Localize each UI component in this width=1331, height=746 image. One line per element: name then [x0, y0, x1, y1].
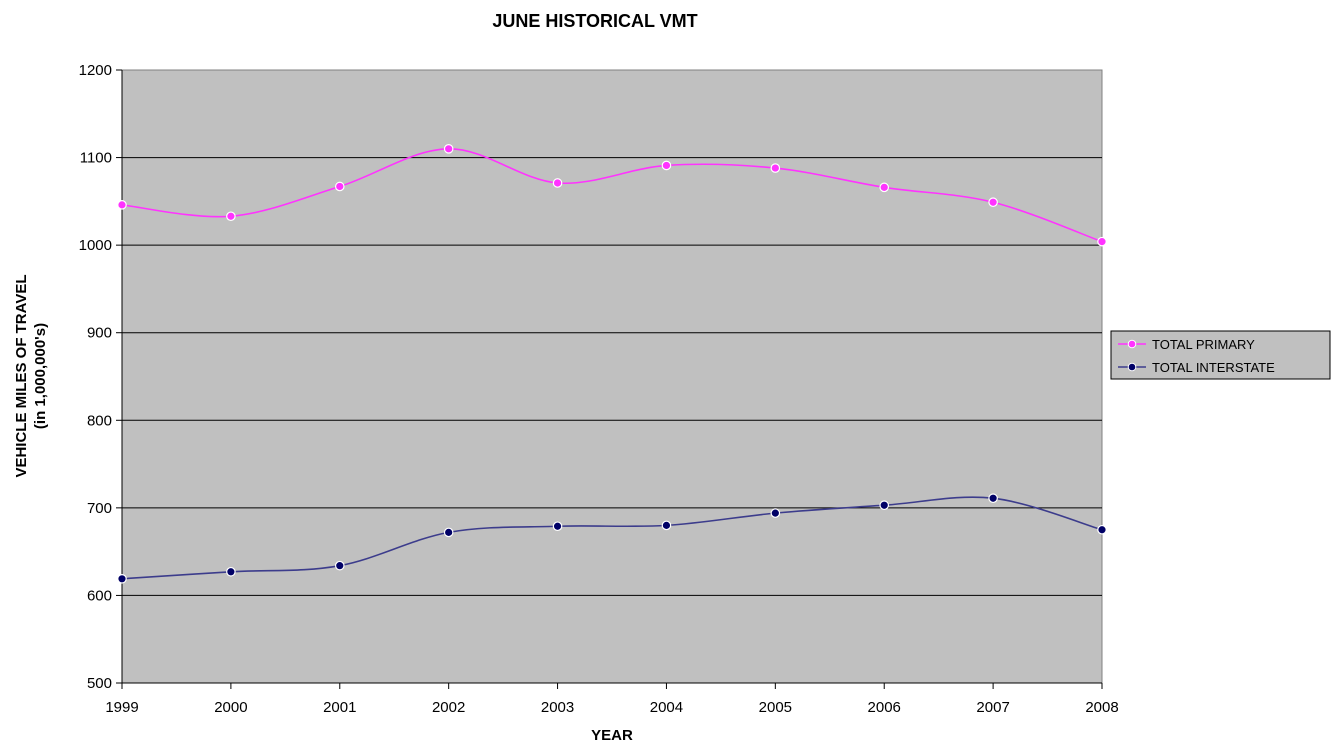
gridlines: [122, 157, 1102, 596]
y-tick-label: 500: [87, 675, 112, 692]
legend-item-total-interstate: TOTAL INTERSTATE: [1118, 360, 1275, 375]
y-axis-title-line-2: (in 1,000,000's): [32, 323, 49, 429]
point-total-interstate: [1097, 524, 1107, 535]
x-axis-title: YEAR: [591, 727, 633, 744]
y-tick-label: 900: [87, 325, 112, 342]
point-total-primary: [226, 211, 236, 222]
x-tick-label: 2007: [976, 699, 1009, 716]
y-tick-label: 1200: [79, 62, 112, 79]
y-tick-label: 600: [87, 587, 112, 604]
point-total-primary: [334, 181, 345, 192]
point-total-interstate: [988, 493, 998, 504]
y-tick-label: 800: [87, 412, 112, 429]
y-axis-ticks: 500 600 700 800 900 1000 1100 1200: [79, 62, 122, 692]
x-tick-label: 2004: [650, 699, 683, 716]
point-total-interstate: [226, 566, 236, 577]
point-total-primary: [879, 182, 890, 193]
legend-swatch-marker: [1127, 362, 1137, 372]
x-tick-label: 2003: [541, 699, 574, 716]
point-total-interstate: [552, 521, 563, 532]
x-tick-label: 2008: [1085, 699, 1118, 716]
point-total-interstate: [443, 527, 454, 538]
y-tick-label: 700: [87, 500, 112, 517]
y-axis-title: VEHICLE MILES OF TRAVEL (in 1,000,000's): [13, 274, 49, 477]
x-tick-label: 1999: [105, 699, 138, 716]
y-tick-label: 1000: [79, 237, 112, 254]
legend-box: [1110, 330, 1331, 380]
legend-label: TOTAL PRIMARY: [1152, 337, 1255, 352]
y-axis-title-line-1: VEHICLE MILES OF TRAVEL: [13, 274, 30, 477]
point-total-primary: [770, 163, 781, 173]
point-total-interstate: [879, 500, 890, 511]
series-group: [117, 144, 1107, 584]
point-total-primary: [1097, 236, 1107, 247]
legend-item-total-primary: TOTAL PRIMARY: [1118, 337, 1255, 352]
x-tick-label: 2005: [759, 699, 792, 716]
point-total-primary: [988, 197, 998, 208]
legend-label: TOTAL INTERSTATE: [1152, 360, 1275, 375]
point-total-primary: [443, 144, 454, 154]
legend-swatch-marker: [1127, 339, 1137, 349]
x-axis-ticks: 1999 2000 2001 2002 2003 2004 2005 2006 2007 2008: [105, 683, 1119, 716]
legend: TOTAL PRIMARY TOTAL INTERSTATE: [1110, 330, 1331, 380]
point-total-interstate: [117, 573, 127, 584]
series-line-total-interstate: [121, 496, 1103, 580]
point-total-primary: [552, 178, 563, 188]
point-total-primary: [117, 200, 127, 210]
x-tick-label: 2001: [323, 699, 356, 716]
point-total-interstate: [334, 560, 345, 571]
y-tick-label: 1100: [80, 150, 112, 167]
series-line-total-primary: [121, 148, 1103, 243]
x-tick-label: 2000: [214, 699, 247, 716]
point-total-interstate: [661, 520, 672, 531]
point-total-interstate: [770, 508, 781, 518]
chart-title: JUNE HISTORICAL VMT: [492, 11, 697, 31]
x-tick-label: 2006: [868, 699, 901, 716]
point-total-primary: [661, 160, 672, 171]
plot-area: [121, 69, 1103, 684]
x-tick-label: 2002: [432, 699, 465, 716]
